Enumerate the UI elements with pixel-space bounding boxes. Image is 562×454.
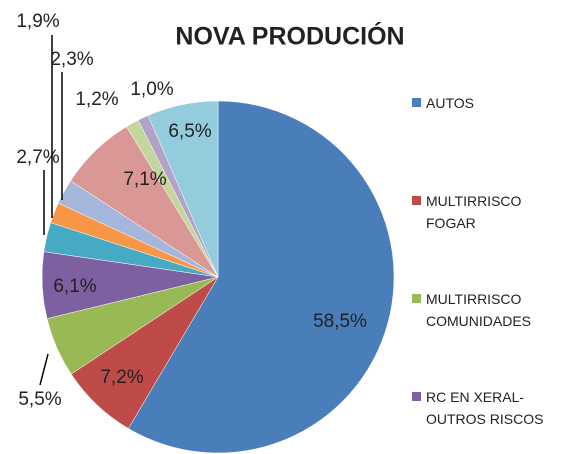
- data-label: 2,3%: [50, 49, 93, 70]
- data-label: 58,5%: [313, 311, 367, 332]
- leader-line: [39, 353, 49, 386]
- chart-title: NOVA PRODUCIÓN: [175, 21, 404, 51]
- legend-swatch: [412, 196, 421, 205]
- legend-label: MULTIRRISCO COMUNIDADES: [426, 291, 532, 329]
- data-label: 2,7%: [16, 147, 59, 168]
- legend-swatch: [412, 98, 421, 107]
- legend-swatch: [412, 392, 421, 401]
- data-label: 5,5%: [18, 389, 61, 410]
- data-label: 7,1%: [123, 169, 166, 190]
- legend-label: AUTOS: [426, 95, 474, 111]
- pie-slice: [147, 100, 219, 278]
- data-label: 6,5%: [168, 121, 211, 142]
- legend-label: RC EN XERAL-OUTROS RISCOS: [426, 389, 544, 427]
- data-label: 1,0%: [130, 79, 173, 100]
- pie-slice: [128, 100, 395, 454]
- legend-swatch: [412, 294, 421, 303]
- data-label: 7,2%: [100, 367, 143, 388]
- data-label: 6,1%: [53, 276, 96, 297]
- legend-label: MULTIRRISCO FOGAR: [426, 193, 522, 231]
- data-label: 1,9%: [16, 11, 59, 32]
- data-label: 1,2%: [75, 89, 118, 110]
